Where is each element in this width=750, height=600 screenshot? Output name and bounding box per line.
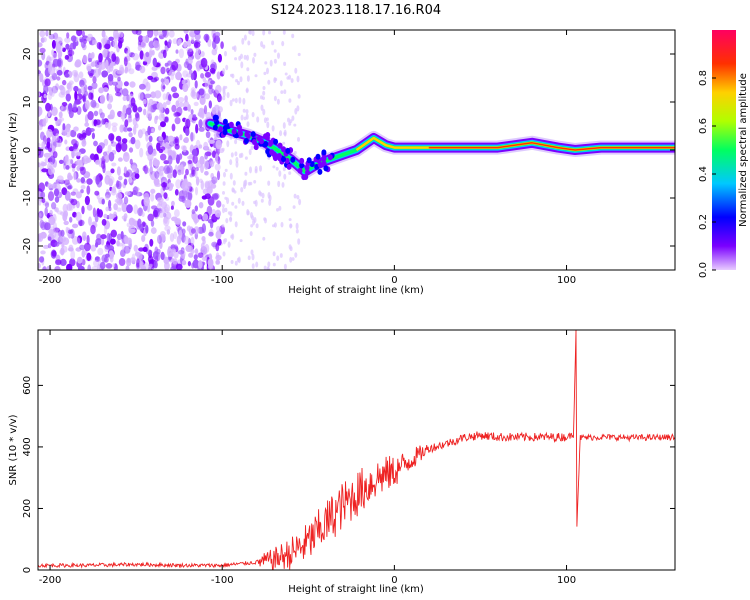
spectrogram-ridge-speckle [231,128,237,135]
colorbar-tick-label: 0.4 [698,166,709,182]
snr-x-tick-label: -200 [39,575,62,586]
colorbar: 0.0 0.2 0.4 0.6 0.8 Normalized spectral ampl… [698,30,749,278]
colorbar-gradient [712,30,736,270]
colorbar-tick-label: 0.6 [698,118,709,134]
spectrogram-ridge-speckle [237,124,242,131]
spectrogram-ridge-speckle [301,174,307,181]
spectrogram-ridge-speckle [297,167,303,174]
snr-x-label: Height of straight line (km) [288,584,424,595]
spectrogram-ridge-speckle [299,162,305,169]
spectrogram-ridge-speckle [228,121,234,128]
spectrogram-ridge-speckle [304,164,310,171]
snr-x-tick-label: 100 [557,575,576,586]
spectrogram-noise [38,30,302,270]
spectrogram-y-tick-label: 0 [22,147,33,153]
spectrogram-ridge-speckle [273,138,279,145]
spectrogram-ridge-speckle [213,114,219,121]
spectrogram-ridge-speckle [269,149,275,156]
snr-y-label: SNR (10 * v/v) [8,414,19,485]
snr-x-tick-label: -100 [211,575,234,586]
snr-panel: -200 -100 0 100 0 200 400 600 Height of straigh… [8,329,676,595]
spectrogram-ridge-speckle [262,141,268,148]
spectrogram-x-label: Height of straight line (km) [288,285,424,296]
spectrogram-ridge-speckle [222,118,228,125]
spectrogram-ridge-speckle [259,138,264,145]
spectrogram-ridge-speckle [321,160,327,167]
spectrogram-x-tick-label: -100 [211,275,234,286]
spectrogram-ridge-speckle [305,169,310,176]
snr-x-tick-label: 0 [391,575,397,586]
spectrogram-ridge-speckle [290,156,296,163]
spectrogram-ridge-speckle [250,131,256,138]
spectrogram-ridge-speckle [276,153,282,159]
spectrogram-ridge-speckle [222,125,228,131]
spectrogram-ridge-speckle [286,163,292,170]
spectrogram-ridge-speckle [299,157,305,164]
snr-series-line [38,330,675,570]
spectrogram-ridge-speckle [244,131,250,138]
spectrogram-ridge-speckle [327,154,333,161]
spectrogram-x-tick-label: 0 [391,275,397,286]
spectrogram-ridge-speckle [222,129,228,136]
spectrogram-x-tick-label: 100 [557,275,576,286]
colorbar-tick-label: 0.0 [698,262,709,278]
snr-y-tick-label: 600 [22,376,33,395]
colorbar-tick-label: 0.2 [698,214,709,230]
spectrogram-y-tick-label: -10 [22,190,33,206]
spectrogram-y-tick-label: 20 [22,48,33,61]
spectrogram-y-label: Frequency (Hz) [8,112,19,188]
chart-title: S124.2023.118.17.16.R04 [271,3,441,18]
colorbar-label: Normalized spectral amplitude [738,73,749,227]
spectrogram-ridge-speckle [265,148,271,155]
spectrogram-ridge-speckle [281,156,286,163]
spectrogram-ridge-speckle [243,138,249,144]
spectrogram-y-tick-label: -20 [22,238,33,254]
spectrogram-ridge-peak [428,142,675,151]
spectrogram-ridge-speckle [321,155,327,162]
spectrogram-ridge-speckle [251,139,257,145]
snr-y-tick-label: 0 [22,567,33,573]
snr-y-tick-label: 200 [22,499,33,518]
spectrogram-ridge-speckle [253,144,259,151]
spectrogram-ridge-speckle [315,153,321,160]
spectrogram-ridge-speckle [238,130,244,137]
spectrogram-ridge-speckle [309,161,315,168]
spectrogram-ridge-speckle [218,126,224,132]
spectrogram-ridge-speckle [212,124,218,131]
spectrogram-ridge-speckle [306,157,312,164]
spectrogram-y-tick-label: 10 [22,96,33,109]
spectrogram-ridge-speckle [317,168,323,175]
spectrogram-ridge-speckle [277,142,283,149]
spectrogram-ridge-speckle [323,165,329,172]
spectrogram-ridge-speckle [285,147,291,154]
spectrogram-ridge-speckle [272,154,278,161]
spectrogram-x-tick-label: -200 [39,275,62,286]
spectrogram-ridge-speckle [281,146,286,153]
snr-y-tick-label: 400 [22,437,33,456]
snr-frame [37,329,676,571]
colorbar-tick-label: 0.8 [698,70,709,86]
spectrogram-ridge-speckle [321,149,327,156]
spectrogram-ridge-speckle [263,133,268,140]
